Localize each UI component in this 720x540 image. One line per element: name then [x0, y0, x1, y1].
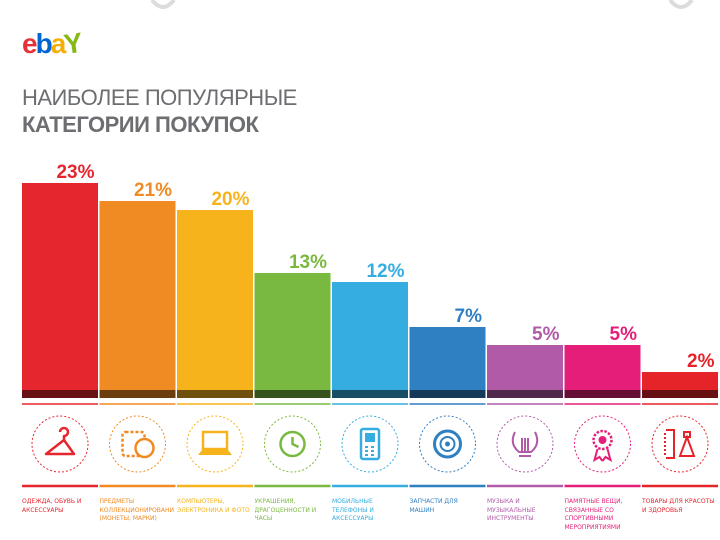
- coin-shape: [134, 437, 155, 459]
- phone-body: [359, 427, 381, 461]
- bar-4: [254, 273, 331, 390]
- icon-badge-9: [651, 415, 709, 473]
- bar-6: [409, 327, 486, 390]
- laptop-screen: [201, 430, 229, 451]
- wheel-tire: [433, 429, 462, 459]
- bar-value-label-5: 12%: [366, 261, 404, 282]
- icon-badge-3: [186, 415, 244, 473]
- medal-icon: [592, 429, 613, 463]
- lyre-shape: [511, 431, 539, 457]
- category-label-2: ПРЕДМЕТЫ КОЛЛЕКЦИОНИРОВАНИЯ (МОНЕТЫ, МАР…: [99, 498, 174, 522]
- title-line-2: КАТЕГОРИИ ПОКУПОК: [22, 112, 259, 137]
- logo-letter-a: a: [50, 28, 67, 59]
- stamp-coin-icon: [121, 430, 155, 459]
- clock-icon: [279, 430, 306, 458]
- bar-value-label-4: 13%: [289, 252, 327, 273]
- bar-base-strip-2: [99, 390, 176, 398]
- category-label-9: ТОВАРЫ ДЛЯ КРАСОТЫ И ЗДОРОВЬЯ: [642, 498, 715, 514]
- category-label-6: ЗАПЧАСТИ ДЛЯ МАШИН: [409, 498, 458, 514]
- bar-7: [487, 345, 563, 390]
- medal-disc: [592, 429, 613, 451]
- bar-1: [22, 183, 98, 390]
- category-label-4: УКРАШЕНИЯ, ДРАГОЦЕННОСТИ И ЧАСЫ: [254, 498, 317, 522]
- icon-badge-5: [341, 415, 399, 473]
- hanger-icon: [44, 426, 76, 456]
- stamp-shape: [121, 430, 146, 458]
- bar-base-strip-4: [254, 390, 331, 398]
- medal-ribbon: [592, 448, 613, 463]
- category-label-1: ОДЕЖДА, ОБУВЬ И АКСЕССУАРЫ: [22, 498, 82, 514]
- category-label-5: МОБИЛЬНЫЕ ТЕЛЕФОНЫ И АКСЕССУАРЫ: [332, 498, 374, 522]
- bar-chart: 23% 21% 20% 13% 12% 7% 5% 5% 2%: [22, 162, 718, 488]
- bar-3: [177, 210, 253, 390]
- nav-arrow-right-icon[interactable]: [668, 0, 694, 10]
- bar-value-label-3: 20%: [211, 189, 249, 210]
- comb-shape: [664, 429, 675, 459]
- bar-base-strip-5: [332, 390, 408, 398]
- perfume-shape: [678, 431, 696, 457]
- laptop-icon: [198, 430, 232, 455]
- clock-hands: [291, 437, 300, 449]
- wheel-rim: [439, 436, 456, 452]
- medal-center: [598, 436, 607, 444]
- logo-letter-e: e: [22, 28, 38, 59]
- comb-perfume-icon: [664, 429, 696, 459]
- bar-base-strip-9: [642, 390, 718, 398]
- category-label-7: МУЗЫКА И МУЗЫКАЛЬНЫЕ ИНСТРУМЕНТЫ: [487, 498, 536, 522]
- bar-base-strip-1: [22, 390, 98, 398]
- category-label-8: ПАМЯТНЫЕ ВЕЩИ, СВЯЗАННЫЕ СО СПОРТИВНЫМИ …: [564, 498, 623, 531]
- phone-screen: [365, 433, 375, 442]
- hanger-shape: [44, 426, 76, 456]
- bar-value-label-2: 21%: [134, 180, 172, 201]
- category-labels: ОДЕЖДА, ОБУВЬ И АКСЕССУАРЫ ПРЕДМЕТЫ КОЛЛЕ…: [22, 498, 720, 540]
- bar-base-strip-3: [177, 390, 253, 398]
- wheel-icon: [433, 429, 462, 459]
- bar-2: [99, 201, 176, 390]
- bar-value-label-6: 7%: [455, 306, 483, 327]
- logo-letter-b: b: [35, 28, 53, 59]
- title-line-1: НАИБОЛЕЕ ПОПУЛЯРНЫЕ: [22, 85, 297, 110]
- bar-base-strip-8: [564, 390, 641, 398]
- bar-base-strip-7: [487, 390, 563, 398]
- bar-9: [642, 372, 718, 390]
- bar-value-label-8: 5%: [610, 324, 638, 345]
- page-title: НАИБОЛЕЕ ПОПУЛЯРНЫЕ КАТЕГОРИИ ПОКУПОК: [22, 84, 297, 138]
- bar-base-strip-6: [409, 390, 486, 398]
- nav-arrow-left-icon[interactable]: [150, 0, 176, 10]
- bar-value-label-9: 2%: [687, 351, 715, 372]
- wheel-hub: [445, 441, 450, 447]
- lyre-icon: [511, 431, 539, 457]
- bar-5: [332, 282, 408, 390]
- mobile-phone-icon: [359, 427, 381, 461]
- phone-keys: [365, 446, 374, 456]
- bar-value-label-7: 5%: [532, 324, 560, 345]
- ebay-logo: ebaY: [22, 27, 83, 60]
- laptop-base: [198, 450, 232, 455]
- bar-value-label-1: 23%: [56, 162, 94, 183]
- category-label-3: КОМПЬЮТЕРЫ, ЭЛЕКТРОНИКА И ФОТО: [177, 498, 250, 514]
- bar-8: [564, 345, 641, 390]
- clock-face: [279, 430, 306, 458]
